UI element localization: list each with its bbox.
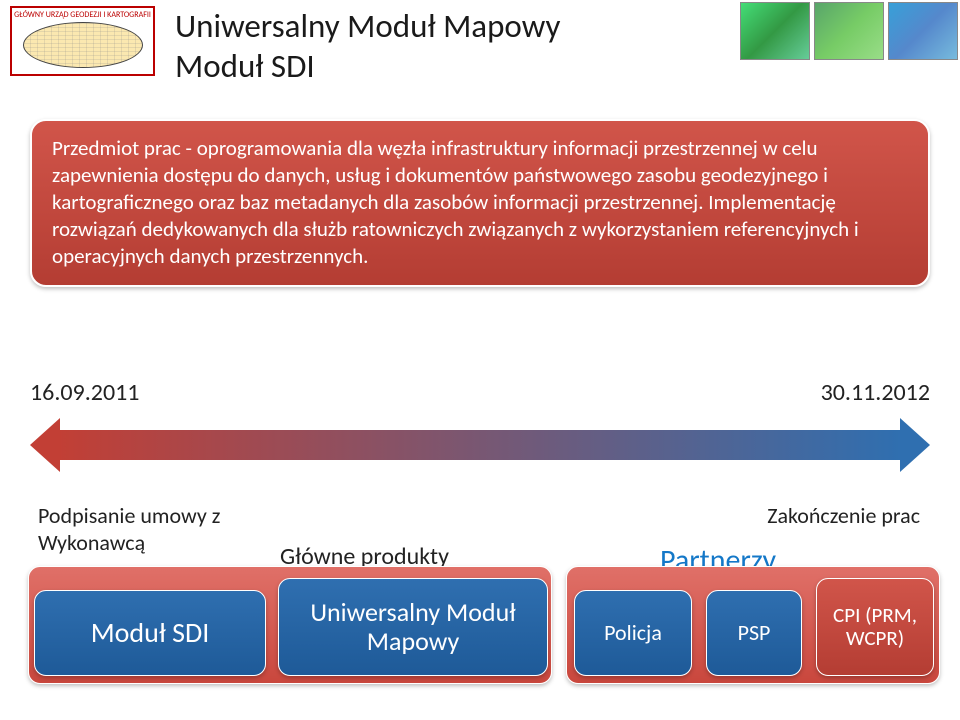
header-map-thumbs [738, 0, 960, 80]
timeline-arrow [30, 418, 930, 472]
page-title: Uniwersalny Moduł Mapowy Moduł SDI [175, 6, 560, 86]
title-line-1: Uniwersalny Moduł Mapowy [175, 6, 560, 46]
main-description-text: Przedmiot prac - oprogramowania dla węzł… [52, 135, 859, 269]
map-thumb [740, 2, 810, 60]
arrow-head-left-icon [30, 418, 60, 472]
product-block: Uniwersalny Moduł Mapowy [278, 578, 548, 676]
date-start: 16.09.2011 [30, 378, 139, 407]
main-description-box: Przedmiot prac - oprogramowania dla węzł… [30, 119, 930, 287]
product-block: Moduł SDI [34, 590, 266, 676]
arrow-head-right-icon [900, 418, 930, 472]
product-block: Policja [574, 590, 692, 676]
logo-text: GŁÓWNY URZĄD GEODEZJI I KARTOGRAFII [14, 10, 151, 20]
globe-icon [23, 22, 143, 68]
map-thumb [814, 2, 884, 60]
date-end: 30.11.2012 [821, 378, 930, 407]
product-block: PSP [706, 590, 802, 676]
timeline-dates: 16.09.2011 30.11.2012 [30, 378, 930, 407]
caption-start: Podpisanie umowy z Wykonawcą [38, 502, 268, 556]
org-logo: GŁÓWNY URZĄD GEODEZJI I KARTOGRAFII [10, 6, 155, 76]
arrow-bar [58, 430, 902, 460]
map-thumb [888, 2, 958, 60]
caption-end: Zakończenie prac [767, 502, 920, 529]
title-line-2: Moduł SDI [175, 46, 560, 86]
product-block: CPI (PRM, WCPR) [816, 578, 934, 676]
